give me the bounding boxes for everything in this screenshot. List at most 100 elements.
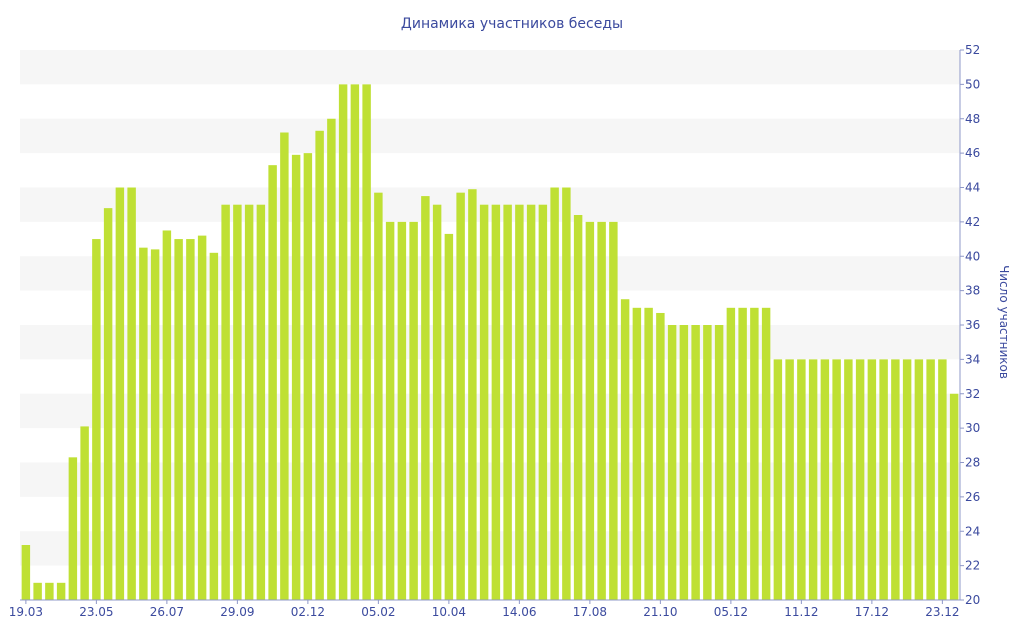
bar (879, 359, 888, 601)
grid-band (20, 359, 960, 393)
bar (750, 307, 759, 600)
x-tick-label: 21.10 (643, 605, 677, 619)
grid-band (20, 187, 960, 222)
y-tick-label: 38 (965, 284, 980, 298)
bar (432, 204, 442, 600)
bar (468, 189, 477, 600)
grid-band (20, 566, 960, 600)
bar (385, 221, 395, 601)
bar (503, 204, 512, 600)
bar (421, 196, 430, 600)
y-tick-label: 20 (965, 593, 980, 607)
grid-band (20, 497, 960, 531)
bar (209, 252, 219, 600)
bar (338, 84, 348, 601)
bar (738, 307, 747, 600)
bar (174, 239, 183, 600)
bar (45, 582, 54, 600)
grid-band (20, 291, 960, 325)
bar (491, 204, 501, 600)
bar (644, 307, 653, 600)
bar (808, 359, 818, 601)
bar (891, 359, 900, 601)
y-tick-label: 44 (965, 181, 980, 195)
y-tick-label: 36 (965, 318, 980, 332)
x-tick-label: 11.12 (784, 605, 818, 619)
x-tick-label: 23.05 (79, 605, 113, 619)
bar (315, 130, 324, 600)
bar (92, 239, 101, 600)
bar (150, 249, 160, 601)
bar (397, 221, 407, 601)
x-tick-label: 29.09 (220, 605, 254, 619)
bar (538, 204, 548, 600)
bar (832, 359, 841, 601)
y-tick-label: 28 (965, 456, 980, 470)
x-tick-label: 26.07 (150, 605, 184, 619)
bar (162, 230, 172, 600)
bar (550, 187, 559, 600)
bar (597, 221, 606, 601)
grid-band (20, 153, 960, 187)
bar (374, 192, 383, 600)
y-tick-label: 48 (965, 112, 980, 126)
bar (21, 545, 31, 600)
bar (280, 132, 289, 600)
bar (515, 204, 524, 600)
y-tick-label: 42 (965, 215, 980, 229)
bar (444, 233, 454, 600)
bar (327, 118, 336, 600)
bar (726, 307, 736, 600)
bar (233, 204, 242, 600)
bar (350, 84, 360, 601)
y-axis-ticks: 20 22 24 26 28 30 32 34 36 38 40 42 44 46 48 50 52 (960, 43, 980, 607)
bar (855, 359, 865, 601)
y-tick-label: 24 (965, 524, 980, 538)
bar (456, 192, 465, 600)
grid-band (20, 531, 960, 566)
bar (479, 204, 489, 600)
bar (656, 312, 665, 600)
bar (268, 165, 277, 600)
y-tick-label: 46 (965, 146, 980, 160)
bar (902, 359, 912, 601)
bar (761, 307, 771, 600)
y-tick-label: 30 (965, 421, 980, 435)
bar (785, 359, 794, 601)
grid-band (20, 222, 960, 256)
grid-band (20, 118, 960, 154)
bar (573, 215, 583, 600)
bar (820, 359, 830, 601)
bar (620, 299, 630, 600)
x-tick-label: 02.12 (291, 605, 325, 619)
x-tick-label: 05.02 (361, 605, 395, 619)
y-tick-label: 26 (965, 490, 980, 504)
bar (914, 359, 924, 601)
y-axis-label: Число участников (997, 265, 1011, 379)
bar (186, 239, 195, 600)
grid-band (20, 325, 960, 360)
bar (197, 235, 207, 600)
bar (679, 325, 689, 600)
grid-band (20, 428, 960, 462)
bar (256, 204, 266, 600)
bar (303, 153, 313, 601)
grid-band (20, 50, 960, 85)
bar (844, 359, 853, 601)
bar (926, 359, 935, 601)
bar (867, 359, 877, 601)
bar (609, 221, 618, 601)
bars (21, 84, 959, 601)
bar (667, 325, 677, 600)
bar (127, 187, 136, 600)
bar (56, 582, 66, 600)
bar (632, 307, 642, 600)
bar (714, 325, 724, 600)
bar (244, 204, 254, 600)
bar (68, 457, 78, 600)
x-axis-ticks: 19.03 23.05 26.07 29.09 02.12 05.02 10.04 14.06… (9, 600, 960, 619)
bar (139, 247, 148, 600)
bar (562, 187, 571, 600)
bar (585, 221, 595, 601)
